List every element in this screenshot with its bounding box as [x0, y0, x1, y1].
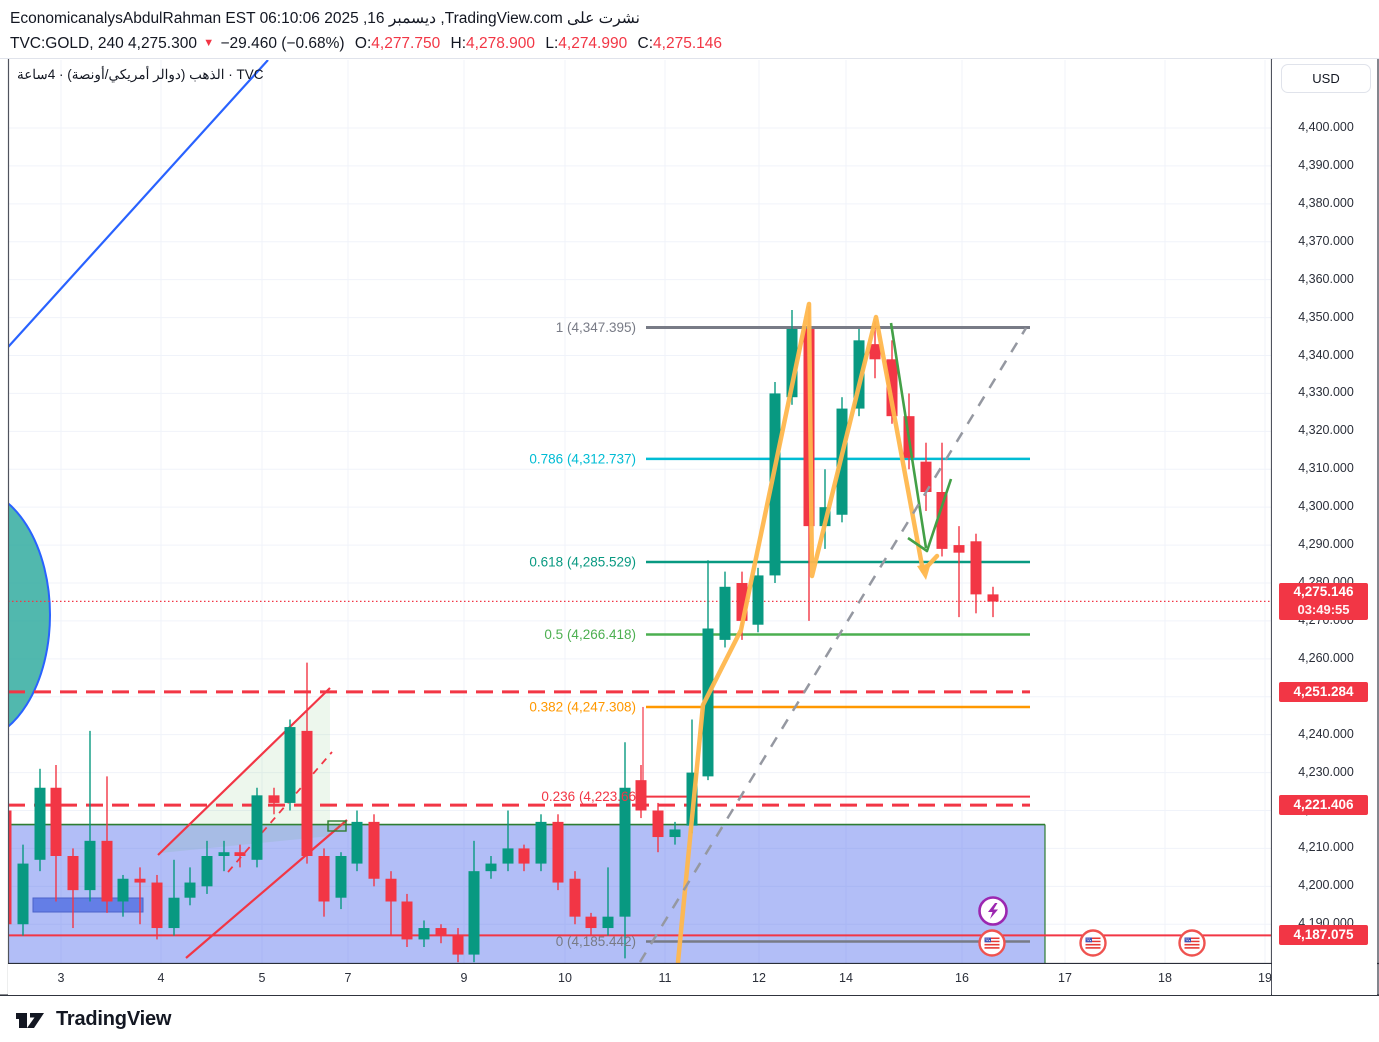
y-axis-tick: 4,390.000: [1298, 157, 1354, 172]
fib-level-label: 0.618 (4,285.529): [529, 555, 636, 570]
tradingview-logo-icon[interactable]: [14, 1007, 48, 1033]
demand-zone: [8, 824, 1045, 963]
price-change: −29.460 (−0.68%): [220, 35, 345, 52]
gray-dashed-trendline: [638, 327, 1028, 963]
green-zigzag: [907, 478, 953, 553]
fib-level-label: 0.786 (4,312.737): [529, 451, 636, 466]
ellipse-drawing: [8, 501, 51, 729]
us-flag-icon[interactable]: [978, 929, 1006, 957]
fib-level-label: 0.382 (4,247.308): [529, 699, 636, 714]
green-zigzag: [889, 322, 928, 549]
level-price-badge: 4,221.406: [1279, 795, 1368, 816]
symbol-info-row: TVC:GOLD, 240 4,275.300 ▼ −29.460 (−0.68…: [10, 31, 722, 56]
close-value: 4,275.146: [653, 35, 723, 52]
chart-legend[interactable]: ةعاس4 · (ةصنوأ/يكيرمأ رلاود) بهذلا · TVC: [17, 67, 264, 82]
down-triangle-icon: ▼: [203, 37, 215, 49]
open-label: O:: [354, 35, 372, 52]
blue-trendline: [8, 60, 269, 349]
low-label: L:: [545, 35, 559, 52]
high-value: 4,278.900: [466, 35, 536, 52]
x-axis-tick: 19: [1258, 971, 1272, 985]
us-flag-icon[interactable]: [1079, 929, 1107, 957]
open-value: 4,277.750: [371, 35, 441, 52]
y-axis-tick: 4,320.000: [1298, 423, 1354, 438]
y-axis-tick: 4,340.000: [1298, 347, 1354, 362]
y-axis-tick: 4,370.000: [1298, 233, 1354, 248]
fib-level-label: 1 (4,347.395): [556, 320, 636, 335]
currency-button[interactable]: USD: [1281, 64, 1371, 93]
economic-event-icon[interactable]: [978, 896, 1008, 926]
snapshot-title: EconomicanalysAbdulRahman EST 06:10:06 2…: [10, 10, 640, 27]
x-axis-tick: 7: [344, 971, 352, 985]
x-axis-tick: 14: [839, 971, 853, 985]
x-axis-tick: 12: [752, 971, 766, 985]
time-axis[interactable]: 3 4 5 7 9 10 11 12 14 16 17 18 19: [8, 964, 1272, 995]
y-axis-tick: 4,350.000: [1298, 309, 1354, 324]
symbol-price[interactable]: TVC:GOLD, 240 4,275.300: [10, 35, 197, 52]
x-axis-tick: 4: [157, 971, 165, 985]
y-axis-tick: 4,380.000: [1298, 195, 1354, 210]
y-axis-tick: 4,360.000: [1298, 271, 1354, 286]
y-axis-tick: 4,210.000: [1298, 840, 1354, 855]
low-value: 4,274.990: [558, 35, 628, 52]
x-axis-tick: 3: [57, 971, 65, 985]
x-axis-tick: 16: [955, 971, 969, 985]
fib-level-label: 0.5 (4,266.418): [544, 627, 636, 642]
current-price-badge: 4,275.146 03:49:55: [1279, 583, 1368, 621]
blue-box-drawing: [32, 897, 144, 913]
x-axis-tick: 5: [258, 971, 266, 985]
price-chart[interactable]: 1 (4,347.395) 0.786 (4,312.737) 0.618 (4,2…: [0, 0, 1379, 996]
us-flag-icon[interactable]: [1178, 929, 1206, 957]
y-axis-tick: 4,230.000: [1298, 764, 1354, 779]
plot-area: 1 (4,347.395) 0.786 (4,312.737) 0.618 (4,2…: [8, 60, 1271, 963]
orange-zigzag: [675, 301, 940, 963]
y-axis-tick: 4,310.000: [1298, 461, 1354, 476]
x-axis-tick: 17: [1058, 971, 1072, 985]
level-price-badge: 4,187.075: [1279, 925, 1368, 946]
level-price-badge: 4,251.284: [1279, 681, 1368, 702]
y-axis-tick: 4,260.000: [1298, 650, 1354, 665]
fib-level-label: 0.236 (4,223.66: [541, 789, 636, 804]
x-axis-tick: 9: [460, 971, 468, 985]
channel-upper-line: [157, 687, 331, 856]
y-axis-tick: 4,300.000: [1298, 499, 1354, 514]
x-axis-tick: 18: [1158, 971, 1172, 985]
close-label: C:: [637, 35, 654, 52]
footer: TradingView: [0, 997, 1379, 1042]
y-axis-tick: 4,200.000: [1298, 878, 1354, 893]
x-axis-tick: 11: [658, 971, 672, 985]
brand-name[interactable]: TradingView: [56, 1008, 172, 1030]
fib-level-label: 0 (4,185.442): [556, 934, 636, 949]
orange-arrowhead-icon: [917, 563, 931, 580]
y-axis-tick: 4,330.000: [1298, 385, 1354, 400]
y-axis-tick: 4,290.000: [1298, 537, 1354, 552]
y-axis-tick: 4,240.000: [1298, 726, 1354, 741]
high-label: H:: [450, 35, 467, 52]
green-box-drawing: [327, 820, 347, 832]
x-axis-tick: 10: [558, 971, 572, 985]
price-axis[interactable]: 4,400.000 4,390.000 4,380.000 4,370.000 4,36…: [1272, 60, 1377, 995]
y-axis-tick: 4,400.000: [1298, 120, 1354, 134]
